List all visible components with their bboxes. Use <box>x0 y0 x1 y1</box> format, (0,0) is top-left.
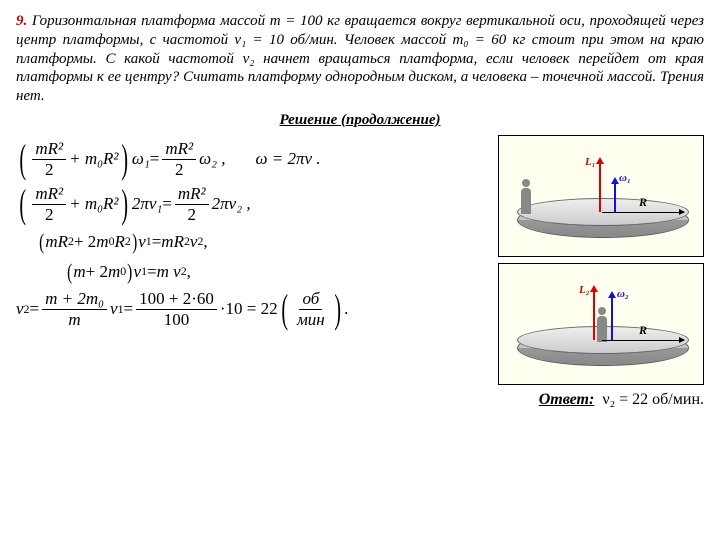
answer-label: Ответ: <box>539 391 595 408</box>
problem-statement: 9. Горизонтальная платформа массой m = 1… <box>16 12 704 106</box>
label-R1: R <box>639 195 647 210</box>
problem-number: 9. <box>16 13 27 29</box>
radius-line-2 <box>602 340 684 341</box>
arrow-omega1 <box>614 182 616 212</box>
label-L1: L₁ <box>585 156 596 168</box>
diagram-1: L₁ ω₁ R <box>498 135 704 257</box>
label-omega2: ω₂ <box>617 288 629 300</box>
equation-4: (m + 2m0) ν1 = m ν2 , <box>16 259 488 285</box>
diagrams-column: L₁ ω₁ R L₂ ω₂ R <box>498 135 704 385</box>
problem-text: Горизонтальная платформа массой m = 100 … <box>16 13 704 104</box>
radius-line <box>602 212 684 213</box>
equation-5: ν2 = m + 2m₀m ν1 = 100 + 2·60100 ·10 = 2… <box>16 289 488 330</box>
main-content: ( mR²2 + m₀R² ) ω₁ = mR²2 ω₂ , ω = 2πν .… <box>16 135 704 385</box>
equations-block: ( mR²2 + m₀R² ) ω₁ = mR²2 ω₂ , ω = 2πν .… <box>16 135 488 385</box>
diagram-2: L₂ ω₂ R <box>498 263 704 385</box>
equation-1: ( mR²2 + m₀R² ) ω₁ = mR²2 ω₂ , ω = 2πν . <box>16 139 488 180</box>
equation-2: ( mR²2 + m₀R² ) 2πν₁ = mR²2 2πν₂ , <box>16 184 488 225</box>
label-L2: L₂ <box>579 284 590 296</box>
equation-3: (mR2 + 2m0R2) ν1 = mR2ν2 , <box>16 229 488 255</box>
answer-text: ν₂ = 22 об/мин. <box>602 391 704 408</box>
arrow-L2 <box>593 290 595 340</box>
solution-header: Решение (продолжение) <box>16 112 704 129</box>
arrow-L1 <box>599 162 601 212</box>
label-omega1: ω₁ <box>619 172 631 184</box>
label-R2: R <box>639 323 647 338</box>
person-icon <box>521 188 531 214</box>
person-icon-center <box>597 316 607 342</box>
arrow-omega2 <box>611 296 613 340</box>
answer-line: Ответ: ν₂ = 22 об/мин. <box>16 391 704 409</box>
